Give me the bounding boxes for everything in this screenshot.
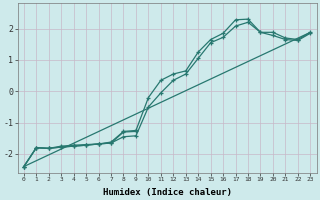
X-axis label: Humidex (Indice chaleur): Humidex (Indice chaleur)	[103, 188, 232, 197]
